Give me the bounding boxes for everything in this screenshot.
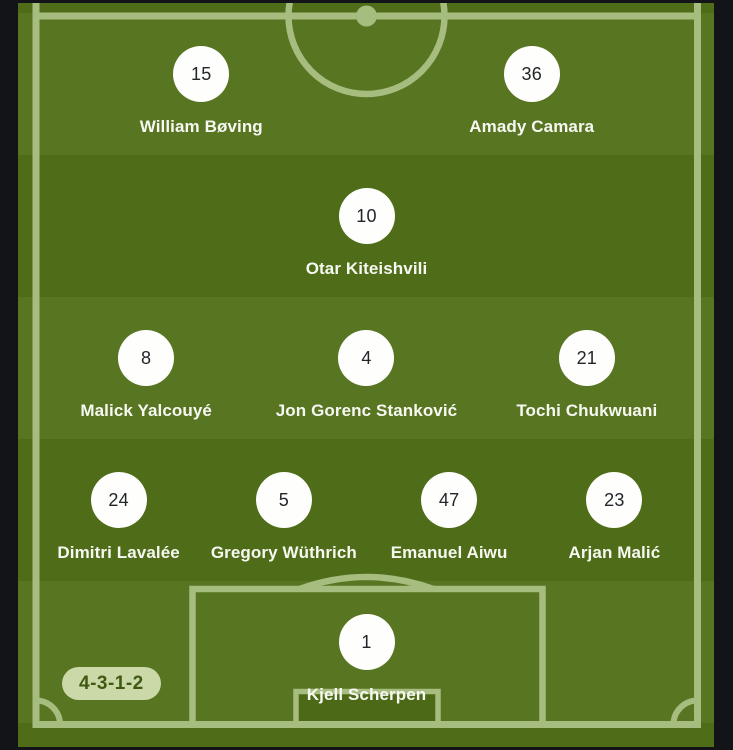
player[interactable]: 15 William Bøving bbox=[36, 13, 367, 155]
corner-arc-right bbox=[670, 697, 698, 725]
player-name: Amady Camara bbox=[469, 117, 595, 136]
player-name: William Bøving bbox=[139, 117, 263, 136]
formation-row-attacking-midfield: 10 Otar Kiteishvili bbox=[36, 155, 697, 297]
player-number-circle: 47 bbox=[421, 472, 478, 528]
player-number: 23 bbox=[604, 489, 625, 510]
player[interactable]: 10 Otar Kiteishvili bbox=[36, 155, 697, 297]
player-number-circle: 23 bbox=[586, 472, 643, 528]
player[interactable]: 4 Jon Gorenc Stanković bbox=[256, 297, 476, 439]
player-number-circle: 24 bbox=[90, 472, 147, 528]
player-name: Emanuel Aiwu bbox=[390, 543, 508, 562]
player-number-circle: 36 bbox=[503, 46, 560, 102]
player-number-circle: 15 bbox=[173, 46, 230, 102]
pitch-markings bbox=[32, 3, 701, 728]
player[interactable]: 8 Malick Yalcouyé bbox=[36, 297, 256, 439]
formation-row-goalkeeper: 1 Kjell Scherpen bbox=[36, 581, 697, 723]
player-number-circle: 10 bbox=[338, 188, 395, 244]
player-number: 5 bbox=[278, 489, 289, 510]
player-number-circle: 8 bbox=[118, 330, 175, 386]
player-name: Jon Gorenc Stanković bbox=[275, 401, 458, 420]
formation-row-midfield: 8 Malick Yalcouyé 4 Jon Gorenc Stanković… bbox=[36, 297, 697, 439]
player-number: 1 bbox=[361, 631, 372, 652]
player-number: 8 bbox=[141, 347, 152, 368]
player-number-circle: 5 bbox=[255, 472, 312, 528]
player-number-circle: 1 bbox=[338, 614, 395, 670]
player[interactable]: 23 Arjan Malić bbox=[532, 439, 697, 581]
player-number-circle: 4 bbox=[338, 330, 395, 386]
player-number: 36 bbox=[521, 63, 542, 84]
player[interactable]: 21 Tochi Chukwuani bbox=[477, 297, 697, 439]
player-number: 4 bbox=[361, 347, 372, 368]
player-number: 21 bbox=[576, 347, 598, 368]
player-name: Arjan Malić bbox=[568, 543, 661, 562]
player[interactable]: 36 Amady Camara bbox=[367, 13, 698, 155]
player[interactable]: 24 Dimitri Lavalée bbox=[36, 439, 201, 581]
player-name: Otar Kiteishvili bbox=[305, 259, 428, 278]
player[interactable]: 5 Gregory Wüthrich bbox=[201, 439, 366, 581]
player-name: Dimitri Lavalée bbox=[57, 543, 180, 562]
player-number: 47 bbox=[438, 489, 460, 510]
player[interactable]: 1 Kjell Scherpen bbox=[36, 581, 697, 723]
player-number: 15 bbox=[191, 63, 212, 84]
goal-area-box bbox=[293, 688, 441, 728]
corner-arc-left bbox=[35, 697, 63, 725]
player-number-circle: 21 bbox=[558, 330, 615, 386]
player-name: Kjell Scherpen bbox=[306, 685, 427, 704]
formation-badge: 4-3-1-2 bbox=[62, 667, 161, 700]
formation-row-forwards: 15 William Bøving 36 Amady Camara bbox=[36, 13, 697, 155]
player-name: Tochi Chukwuani bbox=[516, 401, 658, 420]
player[interactable]: 47 Emanuel Aiwu bbox=[367, 439, 532, 581]
penalty-arc bbox=[298, 573, 435, 593]
player-name: Malick Yalcouyé bbox=[80, 401, 212, 420]
center-circle bbox=[285, 3, 448, 98]
pitch: 4-3-1-2 15 William Bøving 36 Amady Camar… bbox=[18, 3, 714, 747]
center-spot bbox=[356, 5, 377, 27]
formation-row-defense: 24 Dimitri Lavalée 5 Gregory Wüthrich 47… bbox=[36, 439, 697, 581]
player-number: 24 bbox=[108, 489, 129, 510]
player-number: 10 bbox=[356, 205, 377, 226]
player-name: Gregory Wüthrich bbox=[210, 543, 357, 562]
